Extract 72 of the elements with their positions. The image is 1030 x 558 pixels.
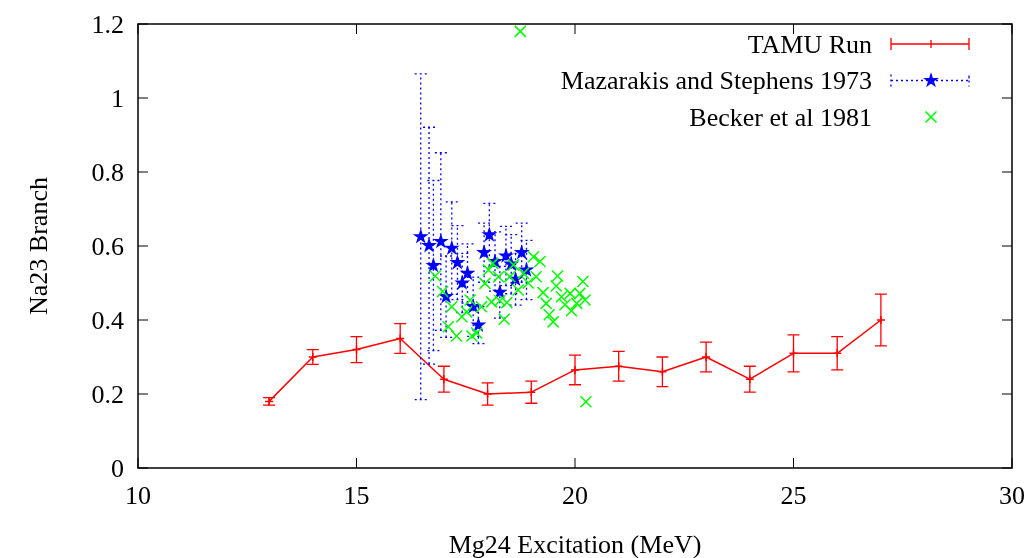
point xyxy=(455,276,469,289)
point xyxy=(514,25,527,38)
point xyxy=(451,255,464,269)
point xyxy=(517,267,530,280)
point xyxy=(579,395,593,409)
point xyxy=(578,293,592,307)
point xyxy=(521,276,535,290)
point xyxy=(657,367,668,377)
y-axis-title: Na23 Branch xyxy=(23,177,53,315)
x-tick-label: 20 xyxy=(562,481,588,510)
y-tick-label: 0.4 xyxy=(91,305,124,335)
point xyxy=(546,315,560,329)
point xyxy=(482,228,496,241)
point xyxy=(465,329,479,343)
point xyxy=(533,255,547,268)
point xyxy=(436,285,449,298)
point xyxy=(497,313,511,326)
point xyxy=(463,293,477,307)
x-tick-label: 30 xyxy=(999,481,1025,510)
point xyxy=(475,300,488,313)
point xyxy=(876,315,886,325)
point xyxy=(526,387,537,397)
point xyxy=(570,365,580,375)
point xyxy=(450,329,463,343)
y-tick-label: 0.2 xyxy=(91,379,124,409)
x-axis-title: Mg24 Excitation (MeV) xyxy=(448,530,702,558)
point xyxy=(478,277,492,290)
point xyxy=(551,269,564,283)
point xyxy=(395,333,405,344)
point xyxy=(414,230,428,243)
point xyxy=(428,269,442,283)
point xyxy=(455,310,469,323)
point xyxy=(499,249,513,262)
point xyxy=(477,245,491,259)
y-tick-label: 1.2 xyxy=(91,9,124,39)
x-tick-label: 25 xyxy=(780,481,807,510)
point xyxy=(460,305,473,319)
point xyxy=(549,279,563,293)
legend-label: Becker et al 1981 xyxy=(689,102,872,132)
point xyxy=(500,296,514,309)
legend-label: TAMU Run xyxy=(747,29,872,59)
x-tick-label: 15 xyxy=(343,481,370,510)
point xyxy=(576,275,590,288)
y-tick-label: 0 xyxy=(111,453,124,483)
point xyxy=(539,297,553,310)
point xyxy=(422,238,436,252)
legend-label: Mazarakis and Stephens 1973 xyxy=(560,66,872,95)
point xyxy=(427,258,440,272)
y-tick-label: 0.8 xyxy=(91,157,124,187)
x-tick-label: 10 xyxy=(125,481,151,510)
point xyxy=(470,326,483,340)
point xyxy=(482,263,495,277)
point xyxy=(536,286,550,299)
point xyxy=(542,308,556,322)
point xyxy=(555,290,568,303)
y-tick-label: 0.6 xyxy=(91,231,124,261)
point xyxy=(527,250,540,263)
point xyxy=(445,300,459,313)
point xyxy=(529,270,543,283)
point xyxy=(434,234,448,248)
point xyxy=(515,245,529,259)
point xyxy=(445,241,459,254)
point xyxy=(701,352,711,362)
point xyxy=(482,389,493,399)
point xyxy=(511,283,525,297)
point xyxy=(439,374,449,384)
point xyxy=(832,348,842,359)
y-tick-label: 1 xyxy=(111,83,124,113)
point xyxy=(442,320,455,333)
point xyxy=(493,285,507,298)
point xyxy=(565,304,578,317)
point xyxy=(745,374,755,384)
